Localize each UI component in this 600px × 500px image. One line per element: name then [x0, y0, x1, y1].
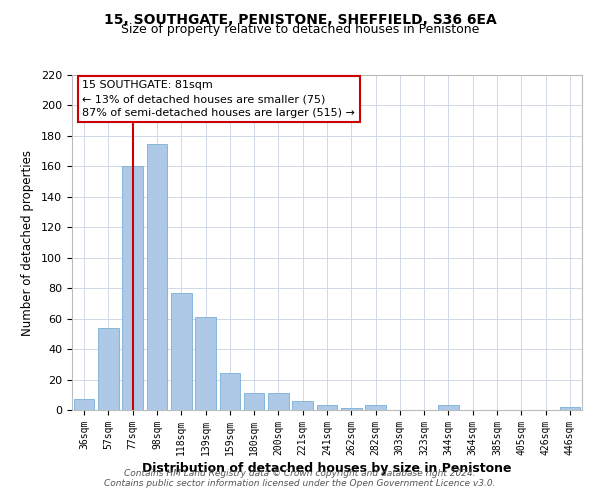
- Text: Contains public sector information licensed under the Open Government Licence v3: Contains public sector information licen…: [104, 478, 496, 488]
- Bar: [122, 166, 143, 410]
- Bar: [74, 400, 94, 410]
- Bar: [438, 406, 459, 410]
- Bar: [268, 393, 289, 410]
- Bar: [341, 408, 362, 410]
- Text: 15 SOUTHGATE: 81sqm
← 13% of detached houses are smaller (75)
87% of semi-detach: 15 SOUTHGATE: 81sqm ← 13% of detached ho…: [82, 80, 355, 118]
- Bar: [220, 374, 240, 410]
- Text: 15, SOUTHGATE, PENISTONE, SHEFFIELD, S36 6EA: 15, SOUTHGATE, PENISTONE, SHEFFIELD, S36…: [104, 12, 496, 26]
- Bar: [195, 317, 216, 410]
- Bar: [292, 401, 313, 410]
- Bar: [98, 328, 119, 410]
- Y-axis label: Number of detached properties: Number of detached properties: [21, 150, 34, 336]
- Bar: [560, 407, 580, 410]
- Text: Size of property relative to detached houses in Penistone: Size of property relative to detached ho…: [121, 22, 479, 36]
- Bar: [244, 393, 265, 410]
- Bar: [365, 406, 386, 410]
- X-axis label: Distribution of detached houses by size in Penistone: Distribution of detached houses by size …: [142, 462, 512, 475]
- Text: Contains HM Land Registry data © Crown copyright and database right 2024.: Contains HM Land Registry data © Crown c…: [124, 468, 476, 477]
- Bar: [171, 292, 191, 410]
- Bar: [317, 406, 337, 410]
- Bar: [146, 144, 167, 410]
